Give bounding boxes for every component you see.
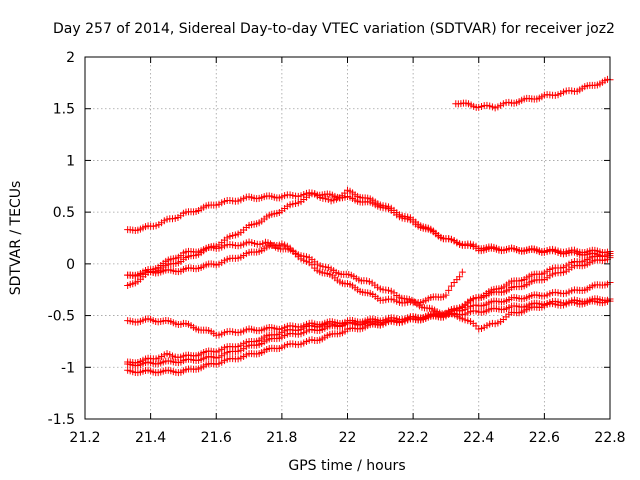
plus-marker	[442, 291, 450, 299]
y-tick-label: 0	[66, 257, 75, 273]
plus-marker	[445, 286, 453, 294]
series-sat-8	[124, 295, 614, 377]
y-tick-label: 1	[66, 153, 75, 169]
plus-marker	[458, 268, 466, 276]
series-sat-2	[124, 189, 614, 257]
plus-marker	[447, 282, 455, 290]
y-tick-label: -1	[61, 360, 75, 376]
x-tick-label: 21.2	[69, 430, 100, 446]
series-sat-7	[124, 250, 614, 367]
y-axis-label: SDTVAR / TECUs	[8, 181, 24, 296]
y-tick-label: -1.5	[48, 412, 75, 428]
x-tick-label: 21.8	[266, 430, 297, 446]
x-axis-label: GPS time / hours	[288, 458, 405, 474]
series-sat-9	[124, 254, 614, 370]
x-tick-label: 22.2	[398, 430, 429, 446]
y-tick-label: 2	[66, 50, 75, 66]
x-tick-label: 22.8	[594, 430, 625, 446]
series-sat-6	[124, 278, 614, 339]
axis-ticks: 21.2 21.4 21.6 21.8 22 22.2 22.4 22.6 22.8 -1.5 -1…	[48, 50, 626, 446]
series-sat-3	[124, 186, 614, 289]
y-tick-label: 1.5	[53, 102, 75, 118]
y-tick-label: 0.5	[53, 205, 75, 221]
x-tick-label: 22.4	[463, 430, 494, 446]
x-tick-label: 22.6	[529, 430, 560, 446]
x-tick-label: 22	[339, 430, 357, 446]
data-marks	[124, 75, 614, 377]
x-tick-label: 21.6	[201, 430, 232, 446]
grid	[85, 57, 610, 419]
chart-title: Day 257 of 2014, Sidereal Day-to-day VTE…	[53, 21, 615, 37]
x-tick-label: 21.4	[135, 430, 166, 446]
y-tick-label: -0.5	[48, 309, 75, 325]
series-sat-5	[124, 240, 466, 307]
series-sat-1	[452, 75, 614, 112]
plus-marker	[456, 273, 464, 281]
